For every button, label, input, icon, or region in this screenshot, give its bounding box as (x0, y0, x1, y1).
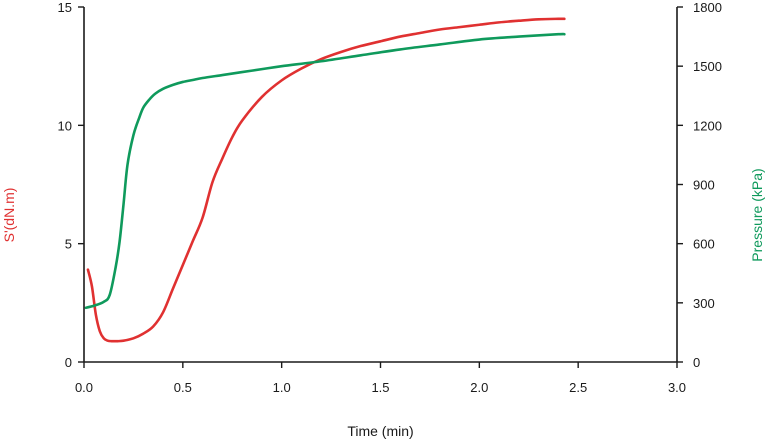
left-y-tick-label: 0 (65, 355, 72, 370)
x-tick-label: 1.0 (273, 380, 291, 395)
x-tick-label: 0.5 (174, 380, 192, 395)
right-y-tick-label: 1500 (693, 59, 722, 74)
torque-series-line (86, 17, 566, 343)
right-y-axis-title: Pressure (kPa) (749, 168, 765, 261)
right-y-tick-label: 300 (693, 296, 715, 311)
left-y-tick-label: 10 (58, 118, 72, 133)
x-tick-label: 1.5 (371, 380, 389, 395)
series-layer (84, 17, 566, 343)
left-y-tick-label: 5 (65, 237, 72, 252)
pressure-series-line (84, 32, 566, 310)
right-y-tick-label: 1200 (693, 118, 722, 133)
right-y-tick-label: 0 (693, 355, 700, 370)
x-tick-label: 0.0 (75, 380, 93, 395)
right-y-tick-label: 1800 (693, 0, 722, 15)
x-tick-label: 3.0 (668, 380, 686, 395)
right-y-tick-label: 900 (693, 178, 715, 193)
x-axis-title: Time (min) (347, 423, 413, 439)
right-y-tick-label: 600 (693, 237, 715, 252)
ticks-layer: 0.0 0.5 1.0 1.5 2.0 2.5 3.0 0 5 10 15 0 300 600 900 120… (58, 0, 722, 395)
axes-layer (83, 7, 678, 363)
left-y-axis-title: S'(dN.m) (1, 188, 17, 243)
x-tick-label: 2.0 (470, 380, 488, 395)
x-tick-label: 2.5 (569, 380, 587, 395)
left-y-tick-label: 15 (58, 0, 72, 15)
